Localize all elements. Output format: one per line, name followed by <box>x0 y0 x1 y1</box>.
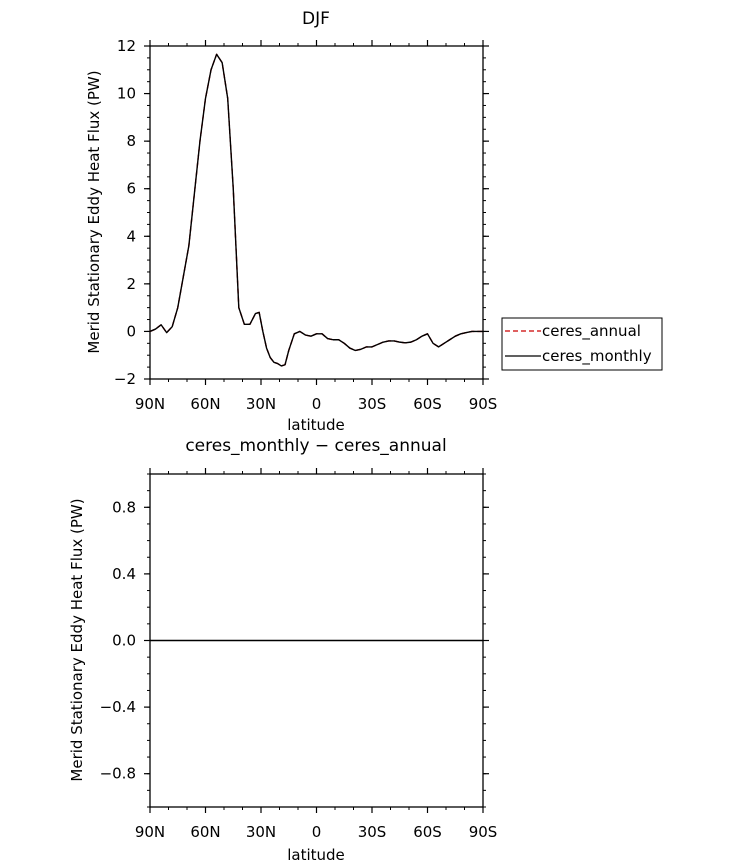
y-tick-label: 12 <box>117 37 136 55</box>
series-line-ceres-annual <box>149 53 483 367</box>
y-tick-label: −2 <box>114 370 136 388</box>
x-tick-label: 90S <box>469 823 498 841</box>
x-tick-label: 90N <box>135 823 165 841</box>
x-tick-label: 60N <box>190 823 220 841</box>
bottom-y-axis-label: Merid Stationary Eddy Heat Flux (PW) <box>68 498 86 781</box>
bottom-x-axis-label: latitude <box>287 846 345 864</box>
y-tick-label: 4 <box>126 227 136 245</box>
top-panel: DJF −2 0 2 4 6 8 10 12 90N 60N 30N 0 30S 60S 90S lati… <box>85 9 663 434</box>
top-y-axis-label: Merid Stationary Eddy Heat Flux (PW) <box>85 70 103 353</box>
x-tick-label: 90N <box>135 395 165 413</box>
legend-box <box>501 317 663 371</box>
legend-label-ceres-monthly: ceres_monthly <box>542 347 652 366</box>
x-tick-label: 0 <box>312 395 322 413</box>
top-series-lines <box>149 53 483 367</box>
y-tick-label: 6 <box>126 180 136 198</box>
x-tick-label: 30N <box>246 395 276 413</box>
top-x-axis-label: latitude <box>287 416 345 434</box>
series-line-ceres-monthly <box>149 53 483 367</box>
y-tick-label: 10 <box>117 85 136 103</box>
x-tick-label: 60S <box>413 823 442 841</box>
x-tick-label: 90S <box>469 395 498 413</box>
bottom-tick-marks <box>144 468 489 813</box>
bottom-chart-title: ceres_monthly − ceres_annual <box>185 436 446 456</box>
legend-label-ceres-annual: ceres_annual <box>542 322 641 341</box>
x-tick-label: 60S <box>413 395 442 413</box>
x-tick-label: 30S <box>358 823 387 841</box>
x-tick-label: 60N <box>190 395 220 413</box>
y-tick-label: 2 <box>126 275 136 293</box>
legend: ceres_annual ceres_monthly <box>501 317 663 371</box>
bottom-y-tick-labels: −0.8 −0.4 0.0 0.4 0.8 <box>100 498 136 782</box>
x-tick-label: 30N <box>246 823 276 841</box>
y-tick-label: 0.0 <box>112 632 136 650</box>
y-tick-label: 8 <box>126 132 136 150</box>
y-tick-label: 0 <box>126 322 136 340</box>
x-tick-label: 0 <box>312 823 322 841</box>
y-tick-label: −0.8 <box>100 765 136 783</box>
y-tick-label: −0.4 <box>100 698 136 716</box>
y-tick-label: 0.4 <box>112 565 136 583</box>
top-y-tick-labels: −2 0 2 4 6 8 10 12 <box>114 37 136 388</box>
top-tick-marks <box>144 40 489 385</box>
bottom-panel: ceres_monthly − ceres_annual −0.8 −0.4 0.0… <box>68 436 497 864</box>
top-chart-title: DJF <box>302 9 330 29</box>
bottom-x-tick-labels: 90N 60N 30N 0 30S 60S 90S <box>135 823 497 841</box>
top-x-tick-labels: 90N 60N 30N 0 30S 60S 90S <box>135 395 497 413</box>
top-plot-frame <box>149 45 484 380</box>
x-tick-label: 30S <box>358 395 387 413</box>
y-tick-label: 0.8 <box>112 498 136 516</box>
